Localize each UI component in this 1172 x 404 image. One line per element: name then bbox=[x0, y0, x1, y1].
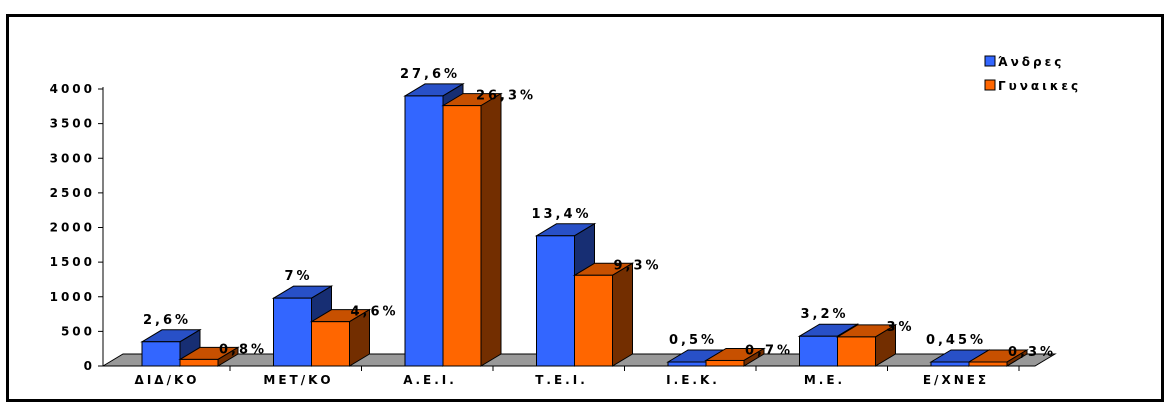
data-label: 2,6% bbox=[143, 313, 191, 328]
data-label: 7% bbox=[284, 269, 312, 284]
y-tick-label: 2500 bbox=[50, 186, 95, 200]
y-tick-label: 4000 bbox=[50, 82, 95, 96]
bar-front-face bbox=[442, 105, 482, 367]
x-category-label: ΜΕΤ/ΚΟ bbox=[263, 373, 333, 387]
bar-women bbox=[835, 324, 898, 367]
data-label: 0,7% bbox=[745, 343, 793, 358]
data-label: 0,5% bbox=[669, 333, 717, 348]
x-category-label: Ι.Ε.Κ. bbox=[666, 373, 720, 387]
bar-front-face bbox=[311, 321, 350, 367]
bar-women bbox=[178, 346, 240, 367]
x-category-label: Ε/ΧΝΕΣ bbox=[923, 373, 989, 387]
x-category-label: Α.Ε.Ι. bbox=[403, 373, 457, 387]
x-category-label: Τ.Ε.Ι. bbox=[535, 373, 588, 387]
bar-side-face bbox=[612, 262, 633, 367]
data-label: 27,6% bbox=[400, 67, 460, 82]
chart-frame: 0 500 1000 1500 2000 2500 3000 3500 4000 ΔΙΔ/ΚΟ ΜΕ… bbox=[6, 14, 1164, 402]
y-tick-label: 2000 bbox=[50, 221, 95, 235]
bar-front-face bbox=[930, 361, 970, 367]
data-label: 3,2% bbox=[800, 307, 848, 322]
y-tick-label: 1500 bbox=[50, 255, 95, 269]
y-tick-label: 1000 bbox=[50, 290, 95, 304]
bar-front-face bbox=[667, 361, 707, 367]
x-category-label: Μ.Ε. bbox=[804, 373, 845, 387]
bar-front-face bbox=[968, 361, 1008, 367]
data-label: 26,3% bbox=[476, 89, 536, 104]
data-label: 13,4% bbox=[531, 207, 591, 222]
data-label: 0,8% bbox=[219, 342, 267, 357]
bar-front-face bbox=[837, 336, 876, 367]
bar-women bbox=[441, 92, 503, 367]
bar-women bbox=[704, 347, 766, 367]
bar-women bbox=[572, 262, 635, 367]
data-label: 0,3% bbox=[1008, 345, 1056, 360]
bar-front-face bbox=[404, 95, 444, 367]
legend-label: Άνδρες bbox=[998, 55, 1064, 69]
data-label: 9,3% bbox=[613, 258, 661, 273]
y-tick-label: 3000 bbox=[50, 151, 95, 165]
bar-front-face bbox=[705, 359, 745, 367]
legend-swatch bbox=[984, 79, 996, 91]
bar-front-face bbox=[799, 335, 838, 367]
bar-front-face bbox=[141, 341, 181, 367]
bar-chart: 0 500 1000 1500 2000 2500 3000 3500 4000 ΔΙΔ/ΚΟ ΜΕ… bbox=[50, 55, 1081, 387]
data-label: 0,45% bbox=[926, 333, 986, 348]
y-tick-label: 3500 bbox=[50, 117, 95, 131]
bar-side-face bbox=[480, 92, 502, 367]
bar-women bbox=[309, 308, 372, 367]
bar-men bbox=[534, 222, 597, 367]
bar-front-face bbox=[536, 235, 575, 367]
y-tick-label: 0 bbox=[84, 359, 95, 373]
x-category-label: ΔΙΔ/ΚΟ bbox=[135, 373, 200, 387]
bar-front-face bbox=[574, 274, 613, 367]
bar-front-face bbox=[273, 297, 312, 367]
data-label: 4,6% bbox=[350, 305, 398, 320]
bar-women bbox=[967, 349, 1029, 367]
data-label: 3% bbox=[886, 320, 914, 335]
y-tick-label: 500 bbox=[61, 324, 95, 338]
legend-label: Γυναικες bbox=[998, 79, 1081, 93]
legend-swatch bbox=[984, 55, 996, 67]
bar-front-face bbox=[179, 358, 219, 367]
